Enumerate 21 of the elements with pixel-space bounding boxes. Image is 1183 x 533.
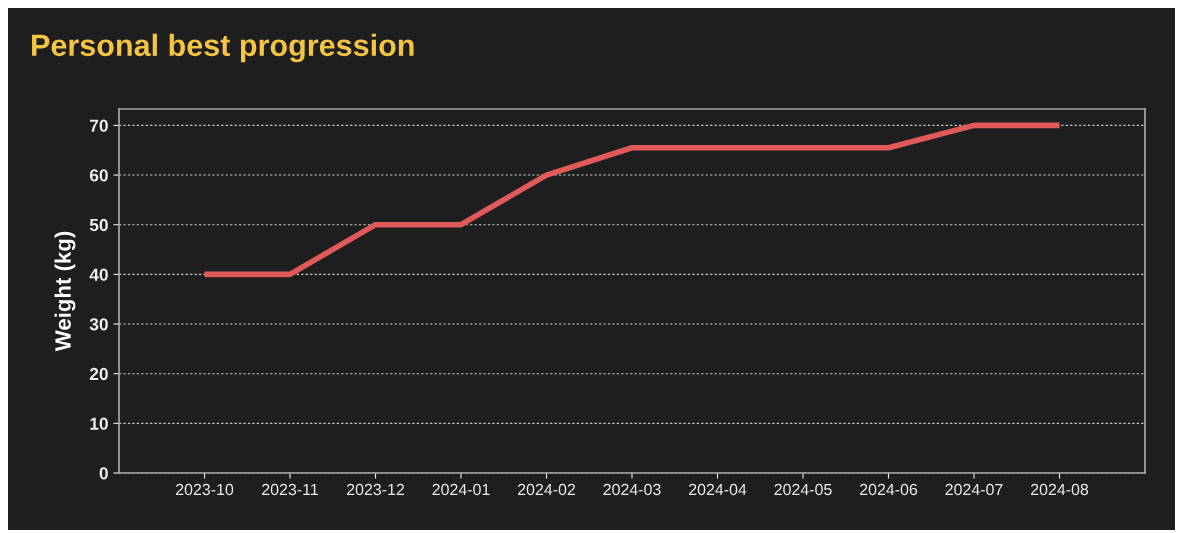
y-tick-label: 40	[89, 268, 108, 281]
y-tick-label: 10	[90, 417, 108, 430]
x-tick-label: 2024-02	[518, 483, 576, 496]
x-tick-label: 2024-07	[945, 483, 1003, 496]
y-tick-label: 30	[89, 318, 108, 331]
x-tick-label: 2023-12	[347, 483, 405, 496]
x-tick-label: 2023-11	[262, 483, 318, 496]
y-tick-label: 20	[89, 367, 108, 381]
y-tick-label: 70	[90, 119, 108, 132]
x-tick-label: 2024-06	[860, 483, 918, 496]
y-axis-title: Weight (kg)	[54, 231, 76, 352]
x-tick-label: 2024-05	[774, 483, 832, 496]
x-tick-label: 2024-01	[432, 483, 490, 496]
y-tick-label: 50	[89, 218, 108, 232]
x-tick-label: 2024-04	[689, 483, 747, 496]
chart-title: Personal best progression	[32, 33, 414, 63]
y-tick-label: 0	[99, 467, 108, 480]
x-tick-label: 2024-08	[1031, 483, 1089, 496]
x-tick-label: 2023-10	[176, 483, 234, 496]
y-tick-label: 60	[89, 169, 108, 182]
x-tick-label: 2024-03	[603, 483, 661, 496]
